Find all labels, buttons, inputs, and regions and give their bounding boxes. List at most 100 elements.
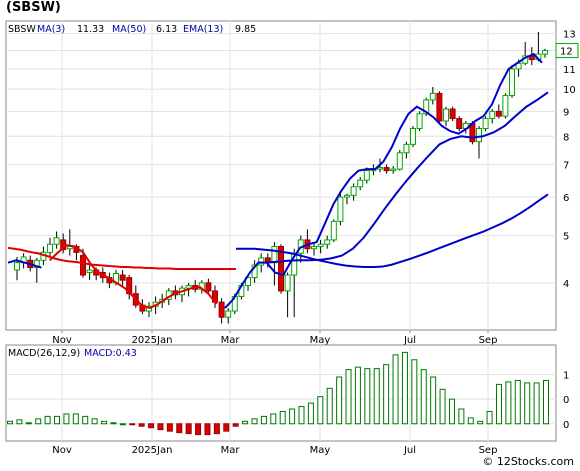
macd-bar — [129, 423, 136, 426]
macd-bar — [533, 382, 540, 425]
macd-y-tick-label: 0 — [563, 395, 569, 406]
macd-bar — [298, 406, 305, 425]
x-tick-label: Mar — [221, 335, 241, 346]
macd-bar — [373, 368, 380, 425]
candle — [383, 164, 390, 174]
x-tick-label: Sep — [479, 335, 498, 346]
macd-bar — [364, 368, 371, 425]
macd-bar — [430, 376, 437, 425]
macd-bar — [458, 408, 465, 425]
macd-bar — [251, 418, 258, 425]
candle — [495, 104, 502, 119]
macd-bar — [7, 420, 13, 425]
macd-bar — [336, 376, 343, 425]
candle — [245, 275, 251, 291]
ma50-red-line — [7, 246, 236, 271]
candle — [363, 167, 370, 184]
site-credit: © 12Stocks.com — [482, 455, 574, 468]
x-tick-label: Jul — [403, 335, 416, 346]
candle — [482, 116, 489, 132]
macd-bar — [486, 410, 493, 425]
macd-bar — [289, 408, 296, 425]
macd-bar — [448, 398, 455, 425]
candle — [330, 219, 337, 243]
macd-bar — [383, 364, 390, 425]
macd-legend-item: MACD(26,12,9) — [8, 348, 80, 359]
macd-bar — [157, 423, 164, 431]
macd-y-tick-label: 0 — [563, 420, 569, 431]
candle — [542, 48, 548, 58]
macd-bar — [411, 359, 418, 425]
candle — [410, 125, 416, 148]
candle — [390, 166, 397, 174]
macd-bar — [25, 422, 32, 425]
macd-bar — [420, 369, 427, 425]
x-tick-label-macd: Jul — [403, 445, 416, 456]
candle — [317, 239, 324, 254]
macd-bar — [326, 387, 333, 425]
last-price-label: 12 — [560, 47, 573, 58]
x-tick-label-macd: Sep — [479, 445, 498, 456]
macd-bar — [242, 420, 249, 425]
macd-bar — [101, 420, 108, 425]
candle — [403, 141, 410, 159]
macd-bar — [176, 423, 183, 434]
macd-bar — [91, 418, 98, 425]
candle — [416, 111, 423, 132]
legend-item: MA(3) — [37, 24, 65, 35]
candle — [502, 93, 509, 119]
macd-bar — [345, 369, 352, 425]
macd-bar — [213, 423, 220, 435]
macd-bar — [354, 366, 361, 425]
legend-item: SBSW — [8, 24, 36, 35]
candle — [350, 183, 357, 201]
ma50-line — [236, 193, 549, 269]
last-price-tag — [555, 43, 579, 59]
ma3-line — [224, 52, 543, 309]
macd-bar — [35, 418, 42, 425]
candle — [357, 176, 364, 191]
x-tick-label: Nov — [52, 335, 72, 346]
macd-bar — [514, 379, 521, 425]
candle — [449, 106, 456, 121]
macd-bar — [467, 417, 474, 425]
candle — [218, 298, 225, 324]
x-tick-label-macd: Nov — [52, 445, 72, 456]
candle — [225, 308, 232, 324]
macd-bar — [185, 423, 192, 435]
macd-bar — [495, 383, 502, 425]
x-tick-label: May — [310, 335, 331, 346]
candle — [337, 193, 344, 226]
macd-panel — [5, 344, 557, 442]
candle — [429, 86, 436, 105]
macd-bar — [524, 382, 531, 425]
candle — [489, 109, 496, 124]
candle — [119, 270, 126, 286]
legend-item: 9.85 — [235, 24, 256, 35]
macd-bar — [392, 354, 399, 425]
y-tick-label: 10 — [563, 85, 576, 96]
macd-bar — [401, 351, 408, 425]
ema13-line — [265, 91, 549, 264]
macd-bar — [317, 396, 324, 425]
x-tick-label-macd: May — [310, 445, 331, 456]
candle — [33, 257, 40, 283]
candle — [284, 272, 291, 318]
macd-bar — [204, 423, 211, 436]
y-tick-label: 7 — [563, 161, 569, 172]
x-tick-label-macd: 2025Jan — [132, 445, 173, 456]
macd-bar — [477, 420, 484, 425]
candle — [53, 231, 60, 249]
legend-item: 6.13 — [156, 24, 177, 35]
macd-bar — [279, 410, 286, 425]
candle — [47, 237, 53, 258]
macd-bar — [110, 422, 117, 425]
macd-bar — [82, 415, 89, 425]
candle — [396, 149, 403, 171]
candle — [443, 106, 449, 126]
macd-bar — [119, 423, 126, 426]
macd-bar — [270, 413, 277, 425]
candle — [476, 125, 482, 159]
macd-bar — [54, 415, 61, 425]
